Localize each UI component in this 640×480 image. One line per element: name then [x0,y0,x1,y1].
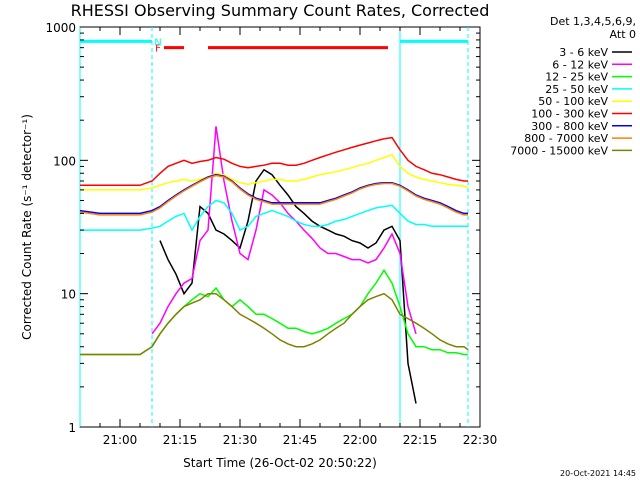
series-line-6 [79,173,468,215]
legend-label-3: 25 - 50 keV [545,83,608,96]
legend-header-line-1: Det 1,3,4,5,6,9, [550,15,636,28]
x-tick-label-1: 21:15 [163,433,198,447]
flag-bars: FN [80,37,468,55]
x-tick-label-5: 22:15 [403,433,438,447]
series-line-1 [151,126,417,335]
chart-title: RHESSI Observing Summary Count Rates, Co… [71,1,490,20]
series-line-0 [159,168,417,404]
legend-label-6: 300 - 800 keV [531,120,608,133]
x-tick-label-4: 22:00 [343,433,378,447]
x-axis-ticks: 21:00 21:15 21:30 21:45 22:00 22:15 22:30 [99,27,498,447]
series-line-5 [80,136,468,187]
x-tick-label-6: 22:30 [463,433,498,447]
y-axis-ticks: 1 10 100 1000 [45,21,480,435]
series-line-7 [79,174,468,216]
timestamp: 20-Oct-2021 14:45 [560,469,636,478]
y-tick-label-2: 100 [53,154,76,168]
series-line-3 [80,199,468,232]
series-line-4 [80,153,469,191]
y-tick-label-0: 1 [68,421,76,435]
y-tick-label-1: 10 [61,288,76,302]
y-tick-label-3: 1000 [45,21,76,35]
plot-frame [79,26,481,428]
x-axis-label: Start Time (26-Oct-02 20:50:22) [183,456,377,470]
legend-label-2: 12 - 25 keV [545,71,608,84]
legend-label-5: 100 - 300 keV [531,108,608,121]
flag-F-label: F [155,44,161,55]
legend-label-0: 3 - 6 keV [559,46,608,59]
legend-label-7: 800 - 7000 keV [524,132,608,145]
x-tick-label-0: 21:00 [103,433,138,447]
legend-header-line-2: Att 0 [610,28,636,41]
y-axis-label: Corrected Count Rate (s⁻¹ detector⁻¹) [20,114,34,340]
plot-area: FN 21:00 21:15 21:30 21:45 22:00 22:15 22:30 1… [45,21,497,447]
series-lines [79,126,469,404]
x-tick-label-2: 21:30 [223,433,258,447]
legend-label-8: 7000 - 15000 keV [510,144,608,157]
x-tick-label-3: 21:45 [283,433,318,447]
series-line-8 [80,292,469,356]
flag-N-label: N [154,37,161,48]
legend-label-4: 50 - 100 keV [538,95,608,108]
time-markers [79,27,469,427]
legend-label-1: 6 - 12 keV [552,58,608,71]
